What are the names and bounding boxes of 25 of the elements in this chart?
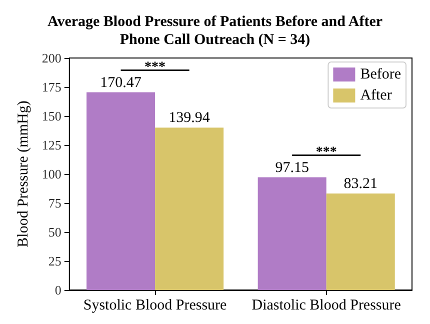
y-tick-label: 200 (42, 50, 62, 66)
y-tick-label: 150 (42, 108, 62, 124)
y-tick-label: 0 (54, 282, 62, 298)
x-tick-label: Diastolic Blood Pressure (252, 298, 402, 314)
y-axis-title: Blood Pressure (mmHg) (16, 100, 32, 248)
y-tick-label: 25 (48, 254, 62, 268)
bar (326, 193, 395, 290)
y-tick-label: 175 (42, 80, 62, 94)
annotation: *** (144, 60, 166, 75)
annotation: *** (316, 144, 337, 160)
legend-label: After (360, 88, 392, 104)
legend-label: Before (360, 66, 402, 82)
bar (155, 128, 224, 290)
chart-title: Average Blood Pressure of Patients Before and After Phone Call Outreach (N = 34) (47, 14, 383, 48)
bar (86, 92, 156, 290)
data-label: 97.15 (275, 160, 309, 176)
data-label: 170.47 (100, 74, 142, 91)
y-tick-label: 75 (48, 196, 62, 210)
y-tick-label: 125 (42, 138, 62, 152)
data-label: 83.21 (344, 176, 378, 192)
y-tick-label: 100 (42, 166, 62, 182)
data-label: 139.94 (168, 110, 210, 126)
x-tick-label: Systolic Blood Pressure (83, 298, 228, 314)
bar (258, 177, 326, 290)
y-tick-label: 50 (48, 224, 62, 240)
